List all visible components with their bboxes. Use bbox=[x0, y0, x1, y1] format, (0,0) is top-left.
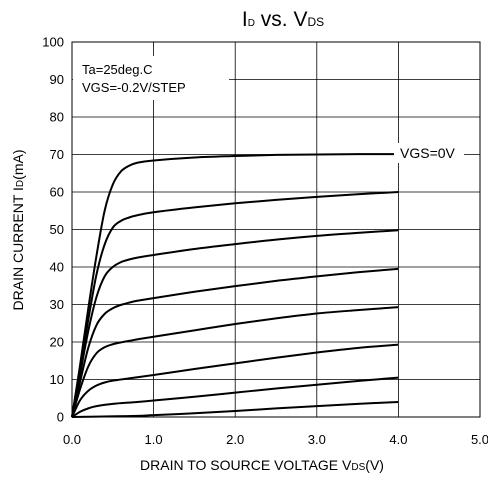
series-line-2 bbox=[71, 191, 399, 418]
x-tick-label: 5.0 bbox=[471, 432, 488, 447]
x-tick-labels: 0.0 1.0 2.0 3.0 4.0 5.0 bbox=[63, 432, 488, 447]
chart-title-subscript: D bbox=[248, 18, 255, 29]
chart-title-part: vs. V bbox=[255, 8, 308, 31]
y-tick-label: 0 bbox=[57, 410, 64, 425]
y-tick-label: 40 bbox=[50, 260, 64, 275]
x-tick-label: 0.0 bbox=[63, 432, 81, 447]
x-tick-label: 4.0 bbox=[389, 432, 407, 447]
x-axis-label-main: DRAIN TO SOURCE VOLTAGE V bbox=[140, 457, 352, 473]
y-tick-label: 100 bbox=[42, 35, 64, 50]
series-group bbox=[71, 153, 399, 418]
y-axis-label: DRAIN CURRENT ID(mA) bbox=[10, 150, 26, 311]
chart-title: ID vs. VDS bbox=[242, 8, 324, 31]
series-line-5 bbox=[71, 306, 399, 418]
y-tick-label: 70 bbox=[50, 147, 64, 162]
y-tick-label: 20 bbox=[50, 335, 64, 350]
x-tick-label: 2.0 bbox=[226, 432, 244, 447]
chart-title-part: I bbox=[242, 8, 248, 31]
series-line-1 bbox=[71, 153, 399, 418]
conditions-line-2: VGS=-0.2V/STEP bbox=[82, 80, 186, 95]
y-axis-label-subscript: D bbox=[15, 180, 26, 187]
x-tick-label: 3.0 bbox=[308, 432, 326, 447]
plot-frame bbox=[71, 41, 481, 418]
series-line-8 bbox=[71, 401, 399, 418]
chart-title-subscript: DS bbox=[307, 15, 324, 29]
series-line-7 bbox=[71, 376, 399, 418]
x-axis-label-unit: (V) bbox=[365, 457, 384, 473]
top-curve-label: VGS=0V bbox=[400, 145, 456, 161]
x-axis-label-subscript: DS bbox=[351, 462, 365, 473]
y-axis-label-unit: (mA) bbox=[10, 150, 26, 180]
y-tick-labels: 0 10 20 30 40 50 60 70 80 90 100 bbox=[42, 35, 64, 425]
top-curve-label-bg bbox=[394, 143, 464, 163]
y-tick-label: 10 bbox=[50, 372, 64, 387]
series-line-4 bbox=[71, 267, 399, 418]
conditions-line-1: Ta=25deg.C bbox=[82, 62, 152, 77]
series-line-3 bbox=[71, 229, 399, 418]
y-axis-label-main: DRAIN CURRENT I bbox=[10, 187, 26, 310]
x-tick-label: 1.0 bbox=[145, 432, 163, 447]
x-axis-label: DRAIN TO SOURCE VOLTAGE VDS(V) bbox=[140, 457, 384, 473]
y-tick-label: 30 bbox=[50, 297, 64, 312]
y-tick-label: 80 bbox=[50, 110, 64, 125]
y-tick-label: 60 bbox=[50, 185, 64, 200]
conditions-box bbox=[73, 56, 229, 100]
y-tick-label: 50 bbox=[50, 222, 64, 237]
y-tick-label: 90 bbox=[50, 72, 64, 87]
series-line-6 bbox=[71, 343, 399, 418]
